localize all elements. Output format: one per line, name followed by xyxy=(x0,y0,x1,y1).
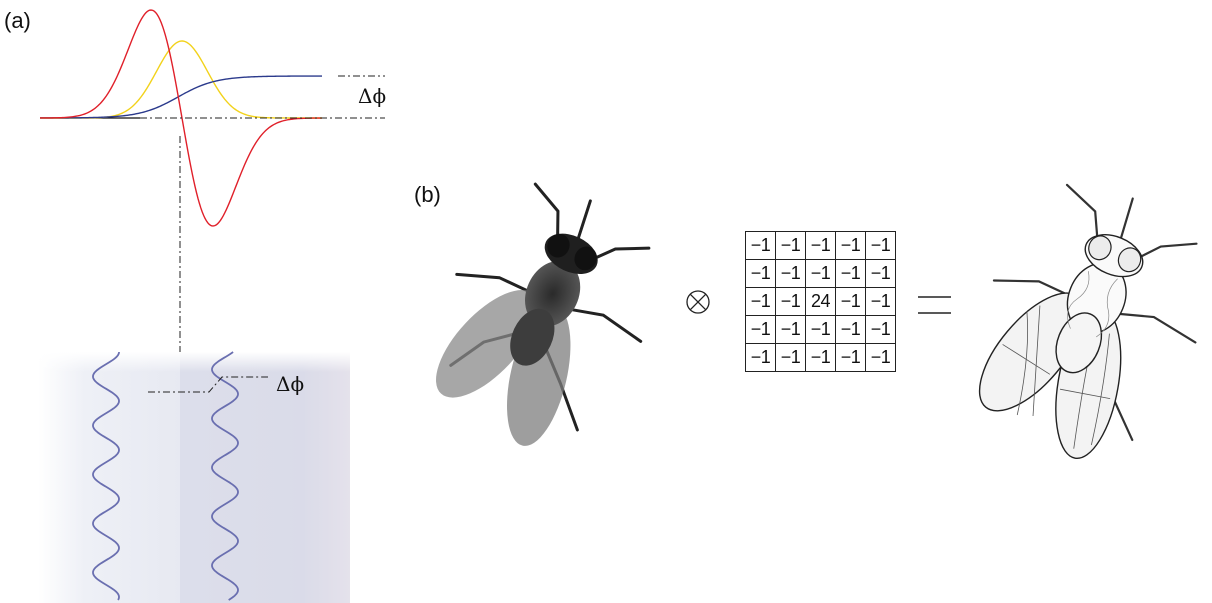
kernel-center-cell: 24 xyxy=(805,287,836,316)
kernel-cell: −1 xyxy=(745,287,776,316)
kernel-cell: −1 xyxy=(805,315,836,344)
kernel-cell: −1 xyxy=(745,259,776,288)
kernel-cell: −1 xyxy=(775,343,806,372)
wavefront-left xyxy=(92,351,120,601)
dashdot-guides xyxy=(140,75,385,352)
kernel-row: −1 −1 −1 −1 −1 xyxy=(745,231,896,260)
derivative-curve xyxy=(39,9,323,227)
kernel-cell: −1 xyxy=(775,287,806,316)
kernel-cell: −1 xyxy=(835,315,866,344)
panel-b-label: (b) xyxy=(414,182,441,207)
step-curve xyxy=(40,75,322,119)
fly-original-image xyxy=(436,182,651,446)
kernel-row: −1 −1 −1 −1 −1 xyxy=(745,343,896,372)
kernel-cell: −1 xyxy=(775,315,806,344)
kernel-cell: −1 xyxy=(865,231,896,260)
kernel-cell: −1 xyxy=(835,287,866,316)
gaussian-curve xyxy=(40,40,322,119)
kernel-cell: −1 xyxy=(865,343,896,372)
kernel-row: −1 −1 24 −1 −1 xyxy=(745,287,896,316)
kernel-cell: −1 xyxy=(805,259,836,288)
kernel-cell: −1 xyxy=(775,231,806,260)
equals-sign xyxy=(918,296,951,314)
kernel-cell: −1 xyxy=(835,259,866,288)
kernel-cell: −1 xyxy=(805,231,836,260)
kernel-cell: −1 xyxy=(835,231,866,260)
kernel-cell: −1 xyxy=(865,315,896,344)
wave-panel xyxy=(38,352,350,603)
wavefront-right xyxy=(211,351,239,601)
fly-edge-image xyxy=(978,183,1198,460)
kernel-cell: −1 xyxy=(745,343,776,372)
delta-phi-bottom-label: Δϕ xyxy=(276,372,305,396)
kernel-cell: −1 xyxy=(745,315,776,344)
kernel-row: −1 −1 −1 −1 −1 xyxy=(745,315,896,344)
kernel-cell: −1 xyxy=(835,343,866,372)
kernel-row: −1 −1 −1 −1 −1 xyxy=(745,259,896,288)
panel-a-label: (a) xyxy=(4,8,31,33)
kernel-cell: −1 xyxy=(745,231,776,260)
kernel-cell: −1 xyxy=(775,259,806,288)
delta-phi-top-label: Δϕ xyxy=(358,84,387,108)
laplacian-kernel-grid: −1 −1 −1 −1 −1 −1 −1 −1 −1 −1 −1 −1 24 −… xyxy=(745,231,896,372)
phase-shift-guide xyxy=(148,376,268,393)
kernel-cell: −1 xyxy=(805,343,836,372)
kernel-cell: −1 xyxy=(865,259,896,288)
kernel-cell: −1 xyxy=(865,287,896,316)
convolution-operator xyxy=(686,290,710,314)
